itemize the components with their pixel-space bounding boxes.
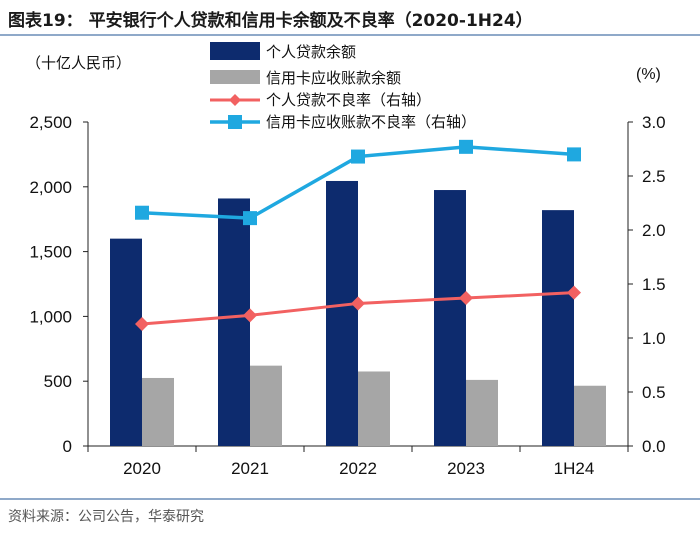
personal-loan-npl-point [351,296,365,311]
right-tick-label: 0.5 [642,383,666,402]
legend-label: 个人贷款不良率（右轴） [266,91,431,109]
x-tick-label: 2022 [339,459,377,478]
bar-personal-loan [434,190,466,446]
bar-credit-card [142,377,174,446]
legend-swatch [210,70,260,84]
right-tick-label: 1.0 [642,329,666,348]
bar-credit-card [250,365,282,446]
figure-title: 图表19： 平安银行个人贷款和信用卡余额及不良率（2020-1H24） [8,11,533,31]
legend-label: 个人贷款余额 [266,43,356,61]
x-tick-label: 1H24 [554,459,595,478]
chart: 0 500 1,000 1,500 2,000 2,500 0.0 0.5 1.0 1.5 2.0 2… [26,42,666,478]
left-tick-label: 2,500 [29,113,72,132]
left-axis-unit-label: （十亿人民币） [26,54,131,72]
personal-loan-npl-point [567,285,581,300]
credit-card-npl-point [351,149,365,164]
credit-card-npl-point [459,139,473,154]
x-tick-label: 2020 [123,459,161,478]
bar-personal-loan [542,210,574,446]
credit-card-npl-point [243,211,257,226]
personal-loan-npl-point [243,308,257,323]
right-tick-label: 0.0 [642,437,666,456]
x-tick-label: 2021 [231,459,269,478]
credit-card-npl-point [567,147,581,162]
right-tick-label: 2.5 [642,167,666,186]
bar-personal-loan [326,180,358,446]
bar-credit-card [574,385,606,446]
bar-credit-card [358,371,390,446]
bar-personal-loan [110,238,142,446]
legend-label: 信用卡应收账款余额 [266,69,401,87]
right-tick-label: 2.0 [642,221,666,240]
title-divider [0,34,700,36]
personal-loan-npl-point [135,316,149,331]
source-note: 资料来源：公司公告，华泰研究 [8,509,204,525]
legend-marker [228,115,242,129]
source-divider [0,498,700,500]
right-tick-label: 1.5 [642,275,666,294]
bar-credit-card [466,379,498,446]
left-tick-label: 0 [63,437,72,456]
right-tick-label: 3.0 [642,113,666,132]
personal-loan-npl-point [459,291,473,306]
legend-label: 信用卡应收账款不良率（右轴） [266,113,476,131]
legend-swatch [210,42,260,60]
left-tick-label: 2,000 [29,178,72,197]
left-tick-label: 500 [44,372,72,391]
x-tick-label: 2023 [447,459,485,478]
left-tick-label: 1,000 [29,307,72,326]
legend-marker [229,94,241,106]
credit-card-npl-point [135,205,149,220]
bar-personal-loan [218,198,250,446]
left-tick-label: 1,500 [29,243,72,262]
right-axis-unit-label: (%) [636,66,661,83]
